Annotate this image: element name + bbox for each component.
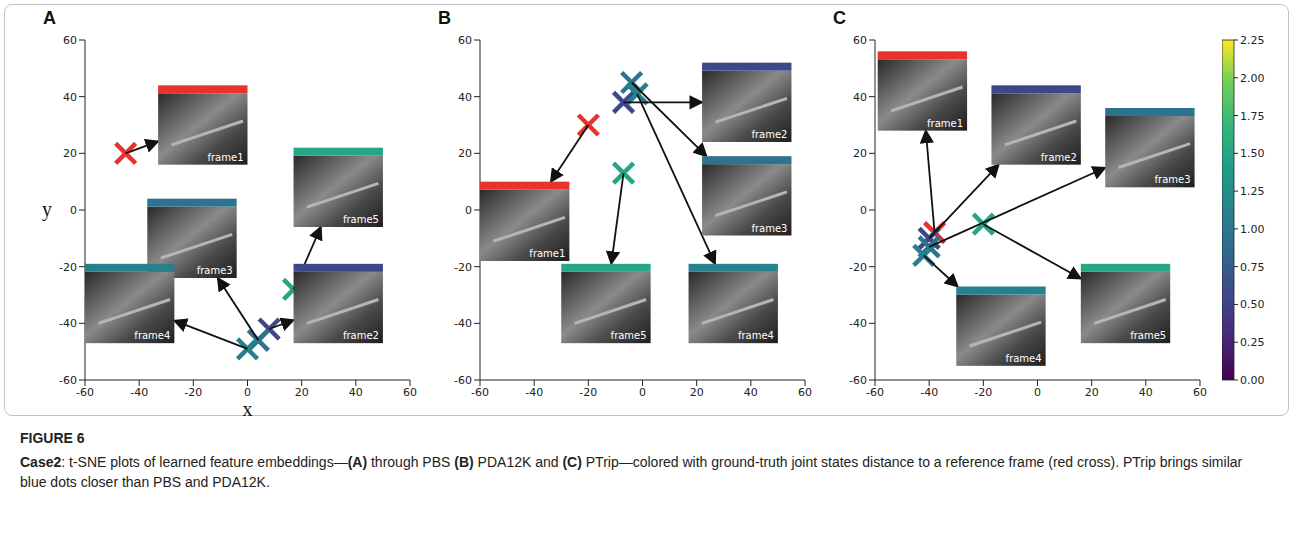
- svg-text:-40: -40: [59, 317, 77, 330]
- svg-text:-20: -20: [849, 261, 867, 274]
- svg-text:-40: -40: [849, 317, 867, 330]
- svg-text:60: 60: [1193, 386, 1207, 399]
- svg-text:-20: -20: [454, 261, 472, 274]
- svg-text:-20: -20: [184, 386, 202, 399]
- svg-text:frame4: frame4: [738, 330, 774, 341]
- svg-text:1.75: 1.75: [1240, 110, 1265, 123]
- html-text:B: B: [438, 8, 451, 28]
- svg-text:40: 40: [349, 386, 363, 399]
- svg-text:-60: -60: [76, 386, 94, 399]
- svg-text:frame1: frame1: [927, 118, 963, 129]
- svg-text:1.00: 1.00: [1240, 223, 1265, 236]
- svg-text:2.25: 2.25: [1240, 34, 1265, 47]
- svg-text:-60: -60: [59, 374, 77, 387]
- svg-text:20: 20: [458, 147, 472, 160]
- html-text:Case2: t-SNE plots of learned: Case2: t-SNE plots of learned feature em…: [20, 454, 1243, 490]
- svg-text:0: 0: [860, 204, 867, 217]
- svg-text:1.50: 1.50: [1240, 147, 1265, 160]
- html-text:A: A: [43, 8, 56, 28]
- svg-text:frame1: frame1: [529, 248, 565, 259]
- svg-text:20: 20: [690, 386, 704, 399]
- svg-text:0.50: 0.50: [1240, 298, 1265, 311]
- svg-text:0: 0: [1034, 386, 1041, 399]
- svg-text:0.75: 0.75: [1240, 261, 1265, 274]
- html-text:FIGURE 6: FIGURE 6: [20, 430, 85, 446]
- svg-text:60: 60: [458, 34, 472, 47]
- svg-text:-20: -20: [579, 386, 597, 399]
- html-text:C: C: [833, 8, 846, 28]
- svg-text:20: 20: [1085, 386, 1099, 399]
- svg-text:-60: -60: [866, 386, 884, 399]
- svg-text:0.25: 0.25: [1240, 336, 1265, 349]
- svg-text:0: 0: [639, 386, 646, 399]
- svg-text:0: 0: [70, 204, 77, 217]
- svg-text:40: 40: [1139, 386, 1153, 399]
- svg-text:1.25: 1.25: [1240, 185, 1265, 198]
- svg-text:20: 20: [63, 147, 77, 160]
- svg-text:0: 0: [465, 204, 472, 217]
- svg-text:0.00: 0.00: [1240, 374, 1265, 387]
- svg-text:frame5: frame5: [1130, 330, 1166, 341]
- svg-text:0: 0: [244, 386, 251, 399]
- svg-text:frame4: frame4: [1006, 353, 1042, 364]
- svg-text:frame2: frame2: [343, 330, 379, 341]
- svg-text:frame2: frame2: [751, 129, 787, 140]
- svg-text:40: 40: [853, 91, 867, 104]
- svg-text:y: y: [42, 198, 52, 221]
- svg-text:40: 40: [744, 386, 758, 399]
- svg-text:60: 60: [798, 386, 812, 399]
- svg-text:frame2: frame2: [1041, 152, 1077, 163]
- svg-text:frame3: frame3: [751, 223, 787, 234]
- svg-text:frame3: frame3: [1155, 174, 1191, 185]
- svg-text:40: 40: [63, 91, 77, 104]
- svg-text:20: 20: [295, 386, 309, 399]
- svg-text:-40: -40: [130, 386, 148, 399]
- svg-text:-60: -60: [849, 374, 867, 387]
- svg-text:-40: -40: [920, 386, 938, 399]
- svg-text:-40: -40: [454, 317, 472, 330]
- svg-text:frame5: frame5: [611, 330, 647, 341]
- svg-text:-60: -60: [471, 386, 489, 399]
- svg-text:-20: -20: [974, 386, 992, 399]
- svg-text:60: 60: [853, 34, 867, 47]
- svg-text:2.00: 2.00: [1240, 72, 1265, 85]
- svg-text:-60: -60: [454, 374, 472, 387]
- svg-text:60: 60: [403, 386, 417, 399]
- svg-text:frame4: frame4: [134, 330, 170, 341]
- svg-text:frame3: frame3: [197, 265, 233, 276]
- svg-text:-40: -40: [525, 386, 543, 399]
- svg-text:20: 20: [853, 147, 867, 160]
- svg-text:frame1: frame1: [207, 152, 243, 163]
- svg-text:x: x: [243, 398, 253, 420]
- svg-text:40: 40: [458, 91, 472, 104]
- svg-text:-20: -20: [59, 261, 77, 274]
- svg-text:frame5: frame5: [343, 214, 379, 225]
- svg-text:60: 60: [63, 34, 77, 47]
